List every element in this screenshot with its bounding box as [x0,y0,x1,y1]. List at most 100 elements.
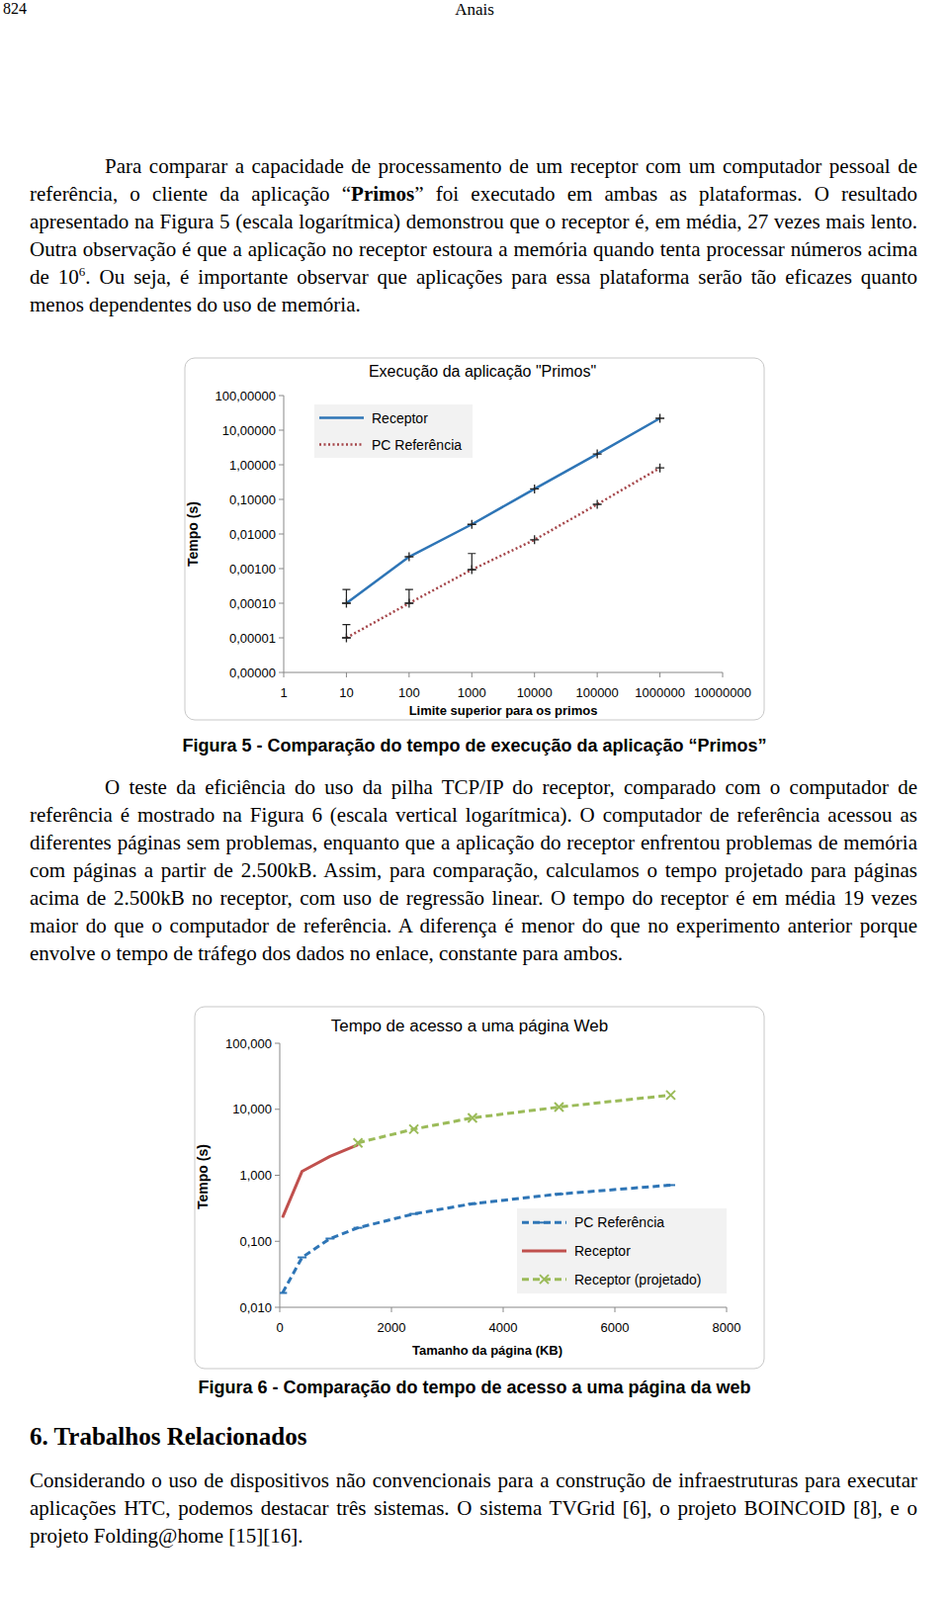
y-axis-label: Tempo (s) [194,1143,211,1209]
x-tick [391,1306,393,1312]
legend-line [319,442,364,446]
text-run: Considerando o uso de dispositivos não c… [29,1467,918,1548]
data-point [297,1256,307,1259]
error-bar [342,624,350,638]
data-point [301,1170,303,1172]
y-tick [278,499,284,501]
y-tick [278,637,284,639]
data-point [467,1202,477,1205]
x-tick-label: 10000000 [693,685,752,700]
data-point [353,1226,363,1229]
y-tick [278,430,284,432]
data-point [554,1192,564,1195]
paragraph: Considerando o uso de dispositivos não c… [29,1466,918,1550]
x-tick [345,672,347,678]
x-tick [614,1306,616,1312]
y-tick [278,603,284,604]
y-tick-label: 0,00100 [229,561,276,577]
chart: Execução da aplicação "Primos" Tempo (s) L… [184,357,765,720]
data-point [655,414,665,424]
legend-label: Receptor [574,1242,631,1259]
x-tick [471,672,473,678]
legend-box [517,1207,727,1294]
y-tick [274,1174,280,1176]
legend-line [521,1249,567,1253]
y-tick-label: 0,00010 [229,596,276,611]
x-tick-label: 2000 [377,1319,407,1335]
chart: Tempo de acesso a uma página Web Tempo (s… [194,1006,765,1369]
y-tick-label: 100,000 [225,1035,272,1051]
legend-box [314,404,473,458]
legend: Receptor PC Referência [314,404,473,458]
chart-title: Tempo de acesso a uma página Web [331,1016,608,1036]
running-title: Anais [0,0,949,20]
data-point [593,499,603,509]
x-tick [659,672,661,678]
error-bar [467,553,476,570]
x-axis-label: Limite superior para os primos [409,702,599,718]
y-tick [278,464,284,466]
x-tick [283,672,285,678]
y-tick [274,1306,280,1308]
x-tick-label: 8000 [712,1319,742,1335]
series-line [282,1144,358,1217]
y-tick [278,395,284,397]
y-tick-label: 100,00000 [215,388,276,404]
data-point [529,484,539,494]
y-tick [274,1042,280,1044]
y-tick [274,1240,280,1242]
x-tick-label: 1000 [457,685,487,700]
y-axis-label: Tempo (s) [184,501,201,567]
x-tick [503,1306,505,1312]
y-tick-label: 0,00000 [229,665,276,681]
data-point [529,534,539,544]
charts-canvas: Execução da aplicação "Primos" Tempo (s) L… [0,0,949,1600]
data-point [325,1236,335,1239]
y-tick-label: 0,10000 [229,492,276,508]
data-point [554,1102,564,1112]
series-line [357,1094,671,1142]
paragraph: Para comparar a capacidade de processame… [29,152,918,319]
y-tick-label: 10,000 [232,1101,272,1117]
x-tick-label: 6000 [601,1319,630,1335]
x-tick-label: 4000 [489,1319,518,1335]
data-point [467,1113,477,1122]
legend: PC ReferênciaReceptorReceptor (projetado… [517,1207,727,1294]
y-tick-label: 0,00001 [229,630,276,646]
data-point [279,1291,287,1294]
data-point [409,1212,419,1215]
plot-area [342,414,665,643]
y-tick [278,672,284,674]
chart-frame [184,357,765,720]
section-heading: 6. Trabalhos Relacionados [29,1422,307,1451]
chart-title: Execução da aplicação "Primos" [368,362,597,380]
x-axis-label: Tamanho da página (KB) [412,1342,563,1358]
legend-line [319,416,364,420]
x-tick [408,672,410,678]
data-point [467,519,477,529]
series-line [345,467,660,638]
y-tick-label: 10,00000 [222,423,276,438]
y-tick [278,533,284,535]
legend-label: Receptor [371,410,429,427]
legend-label: PC Referência [371,436,462,453]
x-tick-label: 1000000 [634,685,686,700]
data-point [409,1123,419,1133]
text-run: . Ou seja, é importante observar que apl… [29,264,918,317]
data-point [655,463,665,473]
data-point [404,552,414,562]
text-run: O teste da eficiência do uso da pilha TC… [29,775,918,965]
data-point [329,1155,331,1157]
y-tick-label: 0,01000 [229,526,276,542]
y-tick-label: 0,100 [239,1233,272,1249]
data-point [666,1090,676,1100]
legend-marker [539,1220,549,1223]
data-point [353,1137,363,1147]
page-number: 824 [2,0,27,18]
figure-caption: Figura 5 - Comparação do tempo de execuç… [0,735,949,757]
x-tick-label: 10 [339,685,353,700]
x-tick-label: 100000 [575,685,618,700]
legend-label: Receptor (projetado) [574,1271,701,1288]
x-tick [722,672,724,678]
chart-frame [194,1006,765,1369]
